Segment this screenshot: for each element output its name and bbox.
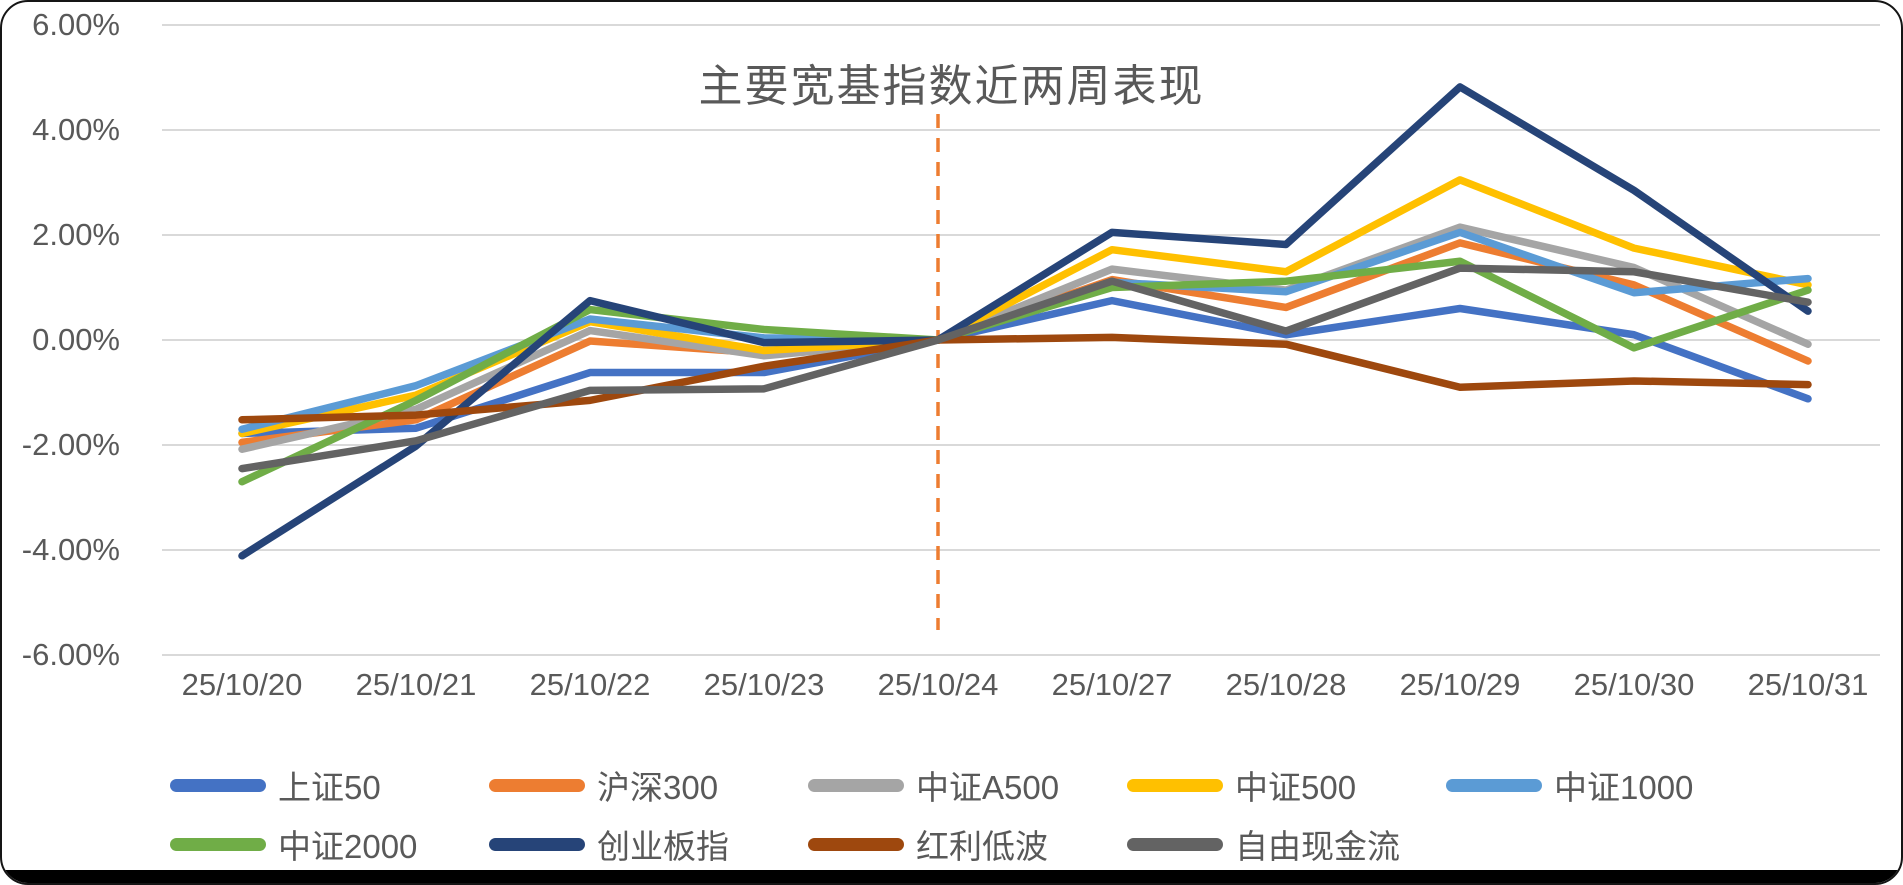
y-tick-label: -4.00% [21, 532, 120, 567]
x-tick-label: 25/10/24 [877, 667, 999, 702]
legend-swatch-icon [489, 778, 585, 792]
x-tick-label: 25/10/31 [1747, 667, 1869, 702]
series-line-自由现金流 [238, 264, 1812, 473]
x-tick-label: 25/10/23 [703, 667, 825, 702]
bottom-black-bar [2, 870, 1901, 883]
series-line-上证50 [238, 296, 1812, 438]
legend-item-上证50: 上证50 [170, 765, 381, 806]
legend-label: 自由现金流 [1235, 828, 1400, 865]
legend-label: 红利低波 [916, 828, 1048, 865]
x-tick-label: 25/10/21 [355, 667, 477, 702]
legend-swatch-icon [808, 837, 904, 851]
legend-item-中证A500: 中证A500 [808, 765, 1059, 806]
legend-swatch-icon [170, 837, 266, 851]
y-tick-label: 2.00% [32, 217, 120, 252]
legend-label: 创业板指 [597, 828, 729, 865]
legend-swatch-icon [808, 778, 904, 792]
y-tick-label: -2.00% [21, 427, 120, 462]
series-line-创业板指 [238, 83, 1812, 560]
series-line-红利低波 [238, 333, 1812, 424]
legend-item-中证2000: 中证2000 [170, 824, 417, 865]
legend-item-创业板指: 创业板指 [489, 824, 729, 865]
x-tick-label: 25/10/20 [181, 667, 303, 702]
legend-item-沪深300: 沪深300 [489, 765, 718, 806]
legend-label: 中证2000 [278, 828, 418, 865]
legend-swatch-icon [1127, 778, 1223, 792]
x-tick-label: 25/10/27 [1051, 667, 1173, 702]
x-tick-label: 25/10/22 [529, 667, 651, 702]
legend-item-自由现金流: 自由现金流 [1127, 824, 1400, 865]
legend-label: 上证50 [278, 769, 381, 806]
legend-item-中证1000: 中证1000 [1446, 765, 1693, 806]
legend-label: 中证1000 [1554, 769, 1694, 806]
legend-label: 中证A500 [916, 769, 1060, 806]
y-tick-label: 6.00% [32, 7, 120, 42]
legend-swatch-icon [1446, 778, 1542, 792]
y-tick-label: -6.00% [21, 637, 120, 672]
legend-item-中证500: 中证500 [1127, 765, 1356, 806]
x-tick-label: 25/10/30 [1573, 667, 1695, 702]
y-tick-label: 4.00% [32, 112, 120, 147]
y-tick-label: 0.00% [32, 322, 120, 357]
x-tick-label: 25/10/28 [1225, 667, 1347, 702]
x-tick-label: 25/10/29 [1399, 667, 1521, 702]
chart-title: 主要宽基指数近两周表现 [698, 62, 1205, 111]
legend-swatch-icon [1127, 837, 1223, 851]
legend-label: 沪深300 [597, 769, 719, 806]
legend-swatch-icon [170, 778, 266, 792]
legend-swatch-icon [489, 837, 585, 851]
legend-item-红利低波: 红利低波 [808, 824, 1048, 865]
legend-label: 中证500 [1235, 769, 1357, 806]
